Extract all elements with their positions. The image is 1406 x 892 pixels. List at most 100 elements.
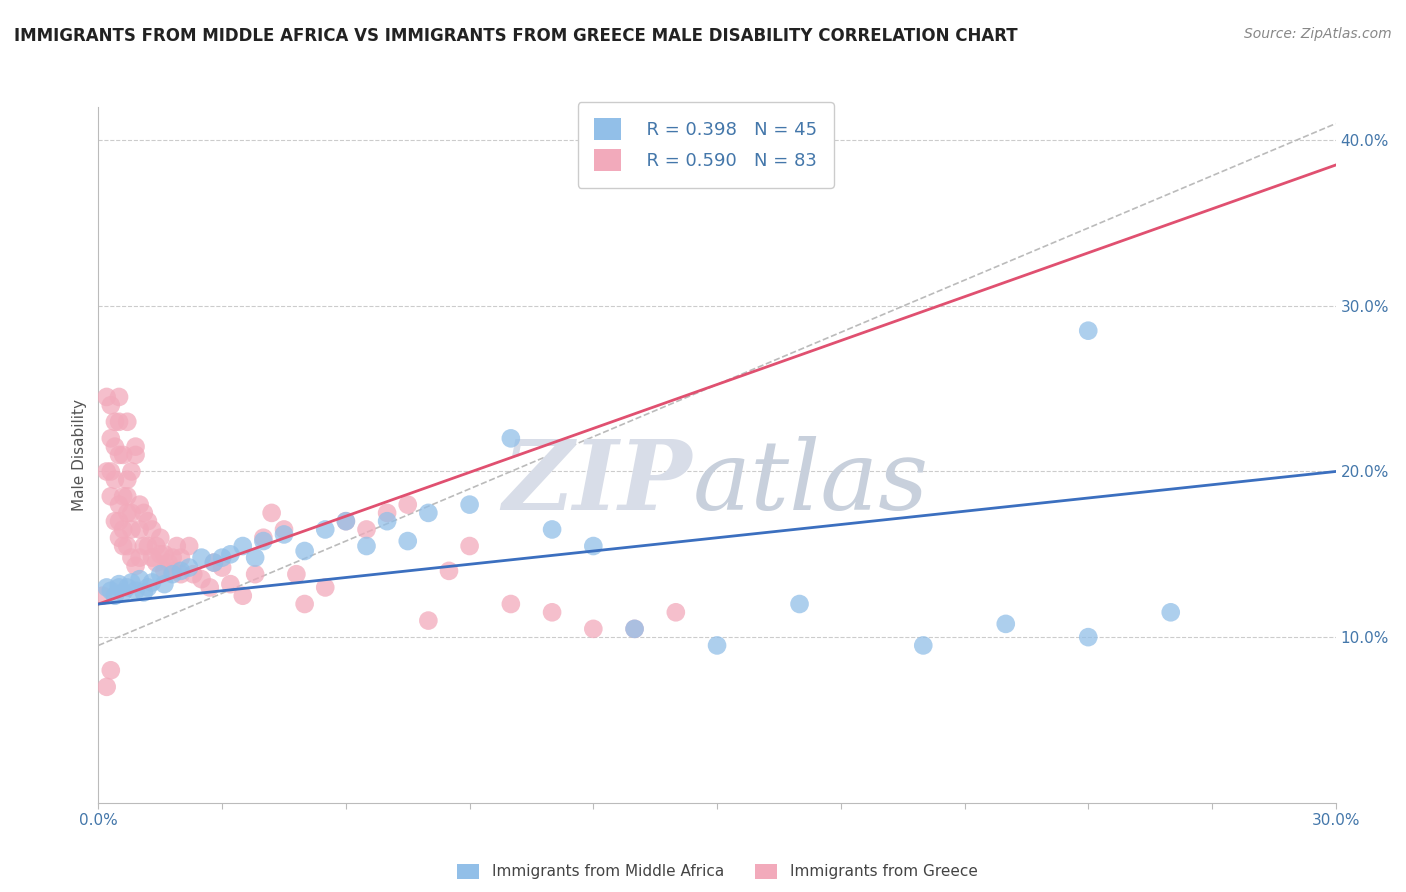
Point [706,639,728,653]
Point [117,473,139,487]
Point [141,550,163,565]
Point [232,539,254,553]
Point [170,550,193,565]
Point [128,550,150,565]
Point [162,564,184,578]
Point [418,614,440,628]
Text: ZIP: ZIP [503,436,692,530]
Point [117,581,139,595]
Point [541,605,564,619]
Point [375,506,398,520]
Point [100,431,122,445]
Point [104,514,127,528]
Point [1077,324,1099,338]
Point [120,523,142,537]
Point [145,556,167,570]
Point [91,589,114,603]
Point [623,622,645,636]
Text: IMMIGRANTS FROM MIDDLE AFRICA VS IMMIGRANTS FROM GREECE MALE DISABILITY CORRELAT: IMMIGRANTS FROM MIDDLE AFRICA VS IMMIGRA… [14,27,1018,45]
Point [232,589,254,603]
Point [314,523,336,537]
Point [112,489,135,503]
Point [141,575,163,590]
Point [124,583,146,598]
Text: Source: ZipAtlas.com: Source: ZipAtlas.com [1244,27,1392,41]
Point [335,514,357,528]
Point [128,572,150,586]
Point [170,567,193,582]
Point [294,597,316,611]
Point [112,539,135,553]
Point [314,581,336,595]
Point [108,498,131,512]
Point [153,547,176,561]
Point [170,564,193,578]
Y-axis label: Male Disability: Male Disability [72,399,87,511]
Point [153,564,176,578]
Point [100,398,122,412]
Point [396,534,419,549]
Point [96,581,118,595]
Point [112,523,135,537]
Point [665,605,688,619]
Point [141,523,163,537]
Point [128,498,150,512]
Point [1160,605,1182,619]
Point [149,531,172,545]
Point [120,575,142,590]
Point [128,523,150,537]
Point [198,581,221,595]
Point [149,547,172,561]
Point [219,547,242,561]
Point [190,572,212,586]
Point [273,527,295,541]
Point [112,585,135,599]
Point [136,581,159,595]
Point [211,550,233,565]
Point [117,539,139,553]
Point [124,558,146,573]
Point [162,550,184,565]
Point [108,581,131,595]
Point [104,589,127,603]
Point [335,514,357,528]
Point [100,583,122,598]
Point [162,567,184,582]
Point [285,567,308,582]
Point [294,544,316,558]
Point [211,560,233,574]
Point [96,465,118,479]
Point [136,539,159,553]
Point [108,577,131,591]
Point [202,556,225,570]
Point [623,622,645,636]
Point [179,539,201,553]
Point [132,539,155,553]
Point [499,597,522,611]
Point [458,498,481,512]
Point [108,390,131,404]
Point [499,431,522,445]
Point [124,448,146,462]
Point [190,550,212,565]
Point [104,440,127,454]
Point [120,506,142,520]
Point [108,514,131,528]
Point [582,622,605,636]
Point [243,550,266,565]
Point [153,577,176,591]
Point [789,597,811,611]
Text: atlas: atlas [692,436,928,530]
Point [994,616,1017,631]
Point [108,415,131,429]
Point [96,680,118,694]
Point [145,539,167,553]
Point [181,567,204,582]
Point [219,577,242,591]
Legend: Immigrants from Middle Africa, Immigrants from Greece: Immigrants from Middle Africa, Immigrant… [450,857,984,886]
Point [541,523,564,537]
Point [157,556,180,570]
Point [437,564,460,578]
Point [108,531,131,545]
Point [96,390,118,404]
